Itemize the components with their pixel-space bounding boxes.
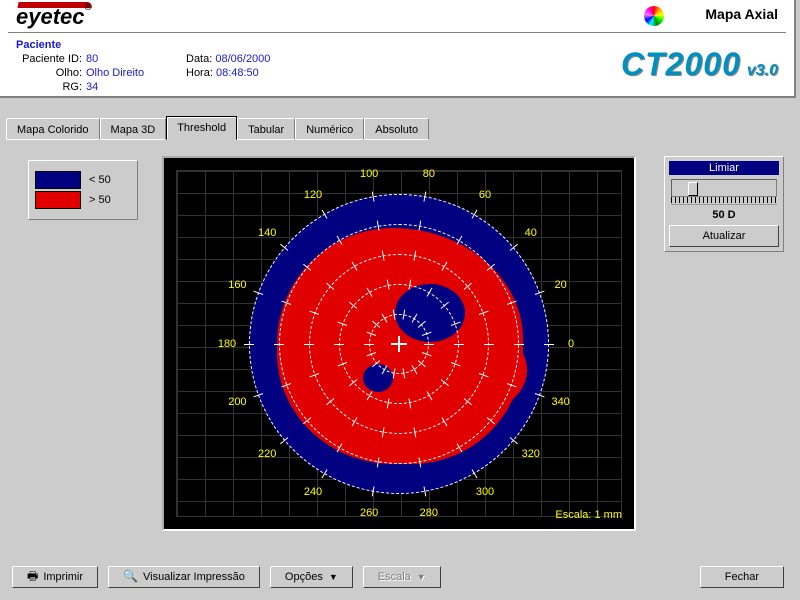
print-button[interactable]: 🖶 Imprimir bbox=[12, 566, 98, 588]
magnifier-icon: 🔍 bbox=[123, 569, 138, 583]
slider-scale bbox=[671, 197, 777, 205]
ring-tick bbox=[244, 344, 254, 345]
eye-value: Olho Direito bbox=[86, 66, 144, 80]
tab-absoluto[interactable]: Absoluto bbox=[364, 118, 429, 140]
chevron-down-icon: ▼ bbox=[417, 572, 426, 582]
angle-label: 160 bbox=[228, 279, 246, 291]
preview-button-label: Visualizar Impressão bbox=[143, 571, 245, 583]
legend-row-lt: < 50 bbox=[35, 171, 131, 189]
angle-label: 0 bbox=[568, 338, 574, 350]
print-preview-button[interactable]: 🔍 Visualizar Impressão bbox=[108, 566, 260, 588]
patient-id-label: Paciente ID: bbox=[16, 52, 86, 66]
angle-label: 100 bbox=[360, 168, 378, 180]
update-button[interactable]: Atualizar bbox=[669, 225, 779, 247]
separator bbox=[8, 32, 786, 34]
angle-label: 340 bbox=[551, 396, 569, 408]
options-button[interactable]: Opções ▼ bbox=[270, 566, 353, 588]
ring-tick bbox=[514, 344, 524, 345]
tab-tabular[interactable]: Tabular bbox=[237, 118, 295, 140]
map-scale-label: Escala: 1 mm bbox=[555, 509, 622, 521]
legend-gt-label: > 50 bbox=[89, 194, 111, 206]
threshold-map: 0204060801001201401601802002202402602803… bbox=[249, 194, 549, 494]
slider-title: Limiar bbox=[669, 161, 779, 175]
ring-tick bbox=[304, 344, 314, 345]
ring-tick bbox=[424, 344, 434, 345]
ring-tick bbox=[484, 344, 494, 345]
threshold-map-panel: 0 20 40 60 80 100 120 140 160 180 200 220 240 260 280 3… bbox=[162, 156, 636, 531]
ring-tick bbox=[334, 344, 344, 345]
logo-text: eyetec bbox=[16, 4, 85, 29]
angle-label: 320 bbox=[522, 448, 540, 460]
angle-label: 200 bbox=[228, 396, 246, 408]
color-wheel-icon bbox=[644, 6, 664, 26]
angle-label: 120 bbox=[304, 189, 322, 201]
bottom-toolbar-right: Fechar bbox=[700, 566, 784, 588]
patient-datetime: Data: 08/06/2000 Hora: 08:48:50 bbox=[186, 52, 270, 80]
time-label: Hora: bbox=[186, 67, 213, 79]
patient-block: Paciente Paciente ID: 80 Olho: Olho Dire… bbox=[16, 38, 336, 94]
angle-label: 260 bbox=[360, 507, 378, 519]
threshold-slider-panel: Limiar 50 D Atualizar bbox=[664, 156, 784, 252]
info-band: eyetec® Mapa Axial Paciente Paciente ID:… bbox=[0, 0, 796, 98]
guide-ring bbox=[249, 194, 549, 494]
printer-icon: 🖶 bbox=[27, 569, 38, 583]
legend-row-gt: > 50 bbox=[35, 191, 131, 209]
ring-tick bbox=[544, 344, 554, 345]
legend-swatch-blue bbox=[35, 171, 81, 189]
time-value: 08:48:50 bbox=[216, 67, 259, 79]
rg-value: 34 bbox=[86, 80, 98, 94]
legend: < 50 > 50 bbox=[28, 160, 138, 220]
rg-label: RG: bbox=[16, 80, 86, 94]
tabstrip: Mapa Colorido Mapa 3D Threshold Tabular … bbox=[6, 118, 429, 142]
tab-numerico[interactable]: Numérico bbox=[295, 118, 364, 140]
date-value: 08/06/2000 bbox=[215, 53, 270, 65]
tab-mapa-colorido[interactable]: Mapa Colorido bbox=[6, 118, 100, 140]
angle-label: 140 bbox=[258, 227, 276, 239]
angle-label: 280 bbox=[420, 507, 438, 519]
close-button[interactable]: Fechar bbox=[700, 566, 784, 588]
legend-lt-label: < 50 bbox=[89, 174, 111, 186]
patient-id-value: 80 bbox=[86, 52, 98, 66]
ring-tick bbox=[454, 344, 464, 345]
logo-registered: ® bbox=[85, 2, 92, 13]
patient-header: Paciente bbox=[16, 38, 336, 52]
angle-label: 300 bbox=[476, 486, 494, 498]
product-version: v3.0 bbox=[747, 62, 778, 79]
angle-label: 240 bbox=[304, 486, 322, 498]
product-text: CT2000 bbox=[621, 46, 741, 82]
chevron-down-icon: ▼ bbox=[329, 572, 338, 582]
logo: eyetec® bbox=[16, 4, 92, 30]
angle-label: 180 bbox=[218, 338, 236, 350]
ring-tick bbox=[364, 344, 374, 345]
tab-threshold[interactable]: Threshold bbox=[166, 116, 237, 140]
eye-label: Olho: bbox=[16, 66, 86, 80]
scale-button-label: Escala bbox=[378, 571, 411, 583]
angle-label: 20 bbox=[555, 279, 567, 291]
slider-value: 50 D bbox=[669, 209, 779, 221]
product-name: CT2000 v3.0 bbox=[621, 46, 778, 83]
angle-label: 60 bbox=[479, 189, 491, 201]
threshold-slider[interactable] bbox=[671, 179, 777, 197]
scale-button: Escala ▼ bbox=[363, 566, 441, 588]
angle-label: 220 bbox=[258, 448, 276, 460]
options-button-label: Opções bbox=[285, 571, 323, 583]
angle-label: 40 bbox=[525, 227, 537, 239]
legend-swatch-red bbox=[35, 191, 81, 209]
date-label: Data: bbox=[186, 53, 212, 65]
angle-label: 80 bbox=[423, 168, 435, 180]
ring-tick bbox=[274, 344, 284, 345]
tab-mapa-3d[interactable]: Mapa 3D bbox=[100, 118, 167, 140]
slider-thumb[interactable] bbox=[688, 182, 698, 196]
map-mode-label: Mapa Axial bbox=[705, 6, 778, 22]
bottom-toolbar: 🖶Imprimir 🔍Visualizar Impressão Opções▼ … bbox=[12, 566, 441, 588]
print-button-label: Imprimir bbox=[43, 571, 83, 583]
